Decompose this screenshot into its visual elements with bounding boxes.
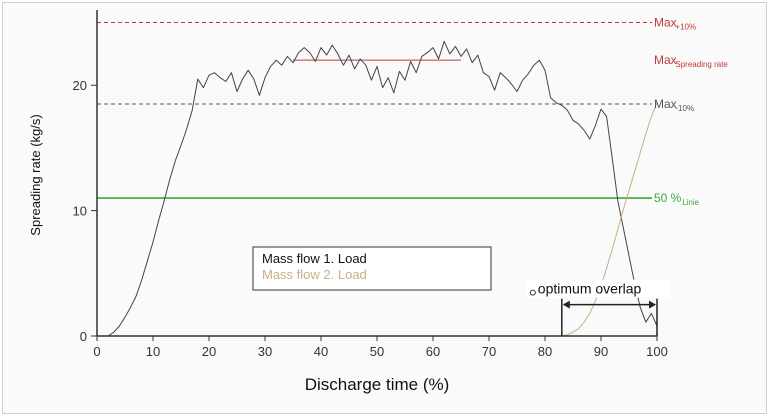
series-layer <box>107 40 658 337</box>
x-tick-label: 90 <box>594 344 608 359</box>
x-tick-label: 10 <box>146 344 160 359</box>
legend-entry-1: Mass flow 1. Load <box>262 251 367 266</box>
x-tick-label: 50 <box>370 344 384 359</box>
x-tick-label: 80 <box>538 344 552 359</box>
ticks: 0 10 20 30 40 50 60 70 80 90 100 0 10 20 <box>73 78 668 359</box>
overlap-label: optimum overlap <box>538 281 642 297</box>
reference-line-sublabel: -10% <box>675 104 694 113</box>
overlap-arrowhead-left <box>562 300 570 309</box>
reference-line-sublabel: Spreading rate <box>675 60 728 69</box>
reference-line-sublabel: Linie <box>682 198 699 207</box>
x-axis-title: Discharge time (%) <box>305 375 450 394</box>
reference-line-label: Max <box>654 53 677 67</box>
x-tick-label: 30 <box>258 344 272 359</box>
legend-entry-2: Mass flow 2. Load <box>262 267 367 282</box>
overlap-marker <box>529 289 536 296</box>
reference-line-sublabel: +10% <box>675 23 696 32</box>
optimum-overlap-annotation: optimum overlap <box>526 279 670 336</box>
legend-box <box>252 246 492 291</box>
overlap-arrowhead-right <box>649 300 656 309</box>
x-tick-label: 100 <box>646 344 668 359</box>
x-tick-label: 0 <box>93 344 100 359</box>
legend: Mass flow 1. Load Mass flow 2. Load <box>252 246 492 291</box>
x-tick-label: 70 <box>482 344 496 359</box>
y-axis-title: Spreading rate (kg/s) <box>28 114 43 235</box>
reference-line-label: 50 % <box>654 191 682 205</box>
reference-line-label: Max <box>654 16 677 30</box>
reference-line-label: Max <box>654 97 677 111</box>
x-tick-label: 20 <box>202 344 216 359</box>
reference-lines <box>97 22 652 199</box>
y-tick-label: 10 <box>73 204 87 219</box>
series-line-2 <box>561 102 658 337</box>
x-tick-label: 40 <box>314 344 328 359</box>
y-tick-label: 0 <box>80 329 87 344</box>
y-tick-label: 20 <box>73 78 87 93</box>
overlap-label-bg <box>526 279 670 298</box>
series-line-1 <box>107 40 658 337</box>
x-tick-label: 60 <box>426 344 440 359</box>
